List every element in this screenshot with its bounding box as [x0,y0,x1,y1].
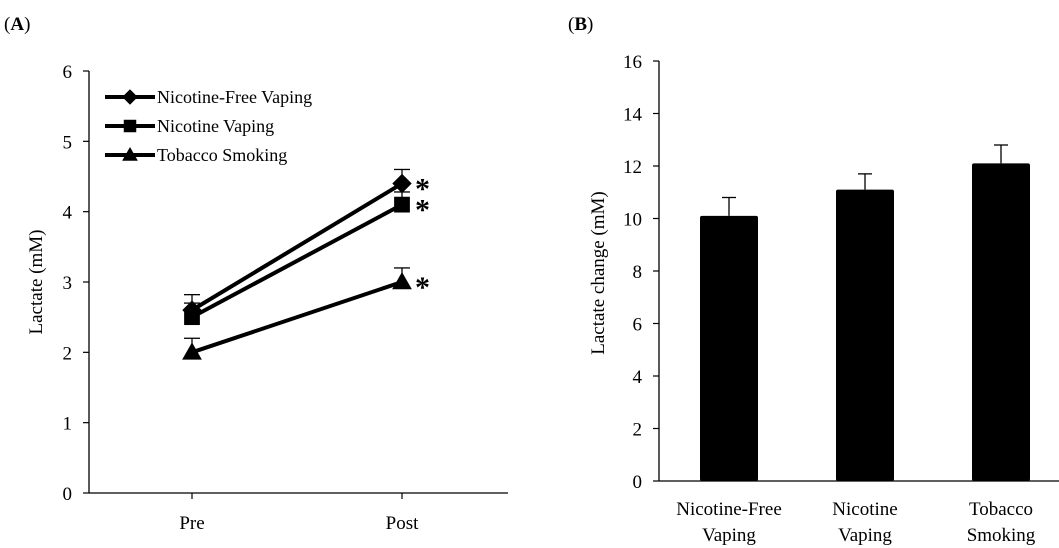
series-line-nicotine-free-vaping [190,181,404,312]
panel-a-y-tick-label: 1 [63,414,73,435]
panel-a-y-tick-label: 5 [63,132,73,153]
panel-b-x-ticks: Nicotine-Free Vaping Nicotine Vaping Tobacco… [676,499,1036,546]
data-point-diamond [392,173,412,194]
legend-item-tobacco-smoking: Tobacco Smoking [105,145,287,165]
legend-item-nicotine-free-vaping: Nicotine-Free Vaping [105,87,312,107]
panel-a-y-tick-label: 3 [63,273,73,294]
panel-a-letter: A [10,14,24,35]
panel-b-label: (B) [568,14,593,35]
panel-a-y-axis-title: Lactate (mM) [26,230,47,335]
panel-b-x-tick-label-nicotine-vaping: Nicotine Vaping [832,499,897,546]
panel-b-x-tick-label-tobacco-smoking: Tobacco Smoking [967,499,1036,546]
series-tobacco-smoking: * [182,267,430,360]
panel-b-x-tick-label-nicotine-free-vaping: Nicotine-Free Vaping [676,499,782,546]
data-point-square [184,309,200,326]
panel-b-y-tick-label: 2 [633,420,643,441]
series-line-tobacco-smoking [191,280,403,355]
panel-a-y-ticks: 0 1 2 3 4 5 6 [63,62,89,505]
significance-asterisk: * [415,173,430,206]
significance-asterisk: * [415,194,430,227]
panel-b-y-tick-label: 14 [623,105,643,126]
panel-a-y-tick-label: 4 [63,203,73,224]
panel-b-letter: B [574,14,587,35]
legend-marker-diamond [122,89,138,105]
panel-b-y-tick-label: 12 [623,157,642,178]
bar-nicotine-vaping [836,189,894,481]
panel-a-x-tick-label-pre: Pre [179,513,204,534]
panel-b-y-axis-title: Lactate change (mM) [588,191,609,355]
series-nicotine-free-vaping: * [182,168,430,320]
panel-b-y-tick-label: 16 [623,52,642,73]
panel-b-y-tick-label: 0 [633,472,643,493]
panel-a-y-tick-label: 2 [63,343,73,364]
legend-label: Tobacco Smoking [157,145,287,165]
significance-asterisk: * [415,271,430,304]
data-point-square [394,196,410,213]
legend-label: Nicotine Vaping [157,116,274,136]
series-nicotine-vaping: * [184,191,430,326]
panel-b-y-ticks: 0 2 4 6 8 10 12 14 16 [623,52,659,493]
panel-b-y-tick-label: 6 [633,315,643,336]
bar-nicotine-free-vaping [700,215,758,481]
legend-marker-triangle [122,146,138,161]
panel-b-y-tick-label: 8 [633,262,643,283]
bar-tobacco-smoking [972,163,1030,481]
panel-a-series: *** [182,168,430,360]
legend-item-nicotine-vaping: Nicotine Vaping [105,116,274,136]
panel-a-legend: Nicotine-Free Vaping Nicotine Vaping Tobac… [105,87,312,165]
panel-b-y-tick-label: 10 [623,210,642,231]
panel-a-x-tick-label-post: Post [386,513,419,534]
panel-a-y-tick-label: 0 [63,484,73,505]
panel-a-x-ticks: Pre Post [179,493,419,534]
panel-b: (B) Lactate change (mM) 0 2 4 6 8 10 12 14 16 Ni… [568,14,1059,546]
series-line-nicotine-vaping [191,202,403,319]
panel-b-bars [700,144,1030,481]
legend-label: Nicotine-Free Vaping [157,87,312,107]
data-point-triangle [392,271,412,290]
panel-a-y-tick-label: 6 [63,62,73,83]
panel-a-label: (A) [4,14,30,35]
legend-marker-square [123,119,137,133]
data-point-triangle [182,342,202,360]
panel-b-y-tick-label: 4 [633,367,643,388]
